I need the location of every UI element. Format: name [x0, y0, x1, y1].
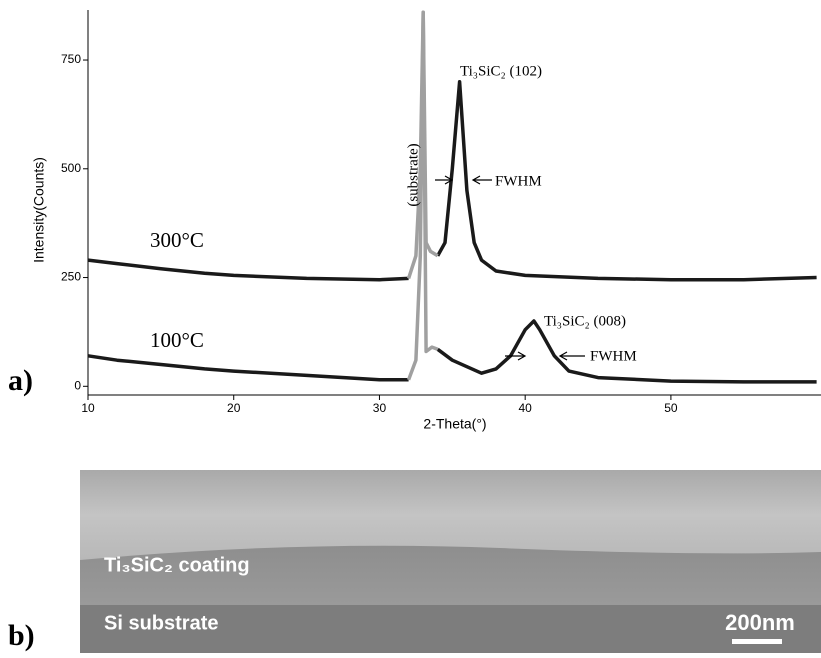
annotation: Ti₃SiC₂ (008) [544, 313, 626, 329]
substrate-layer [80, 605, 821, 653]
x-tick-label: 50 [664, 401, 678, 415]
annotation: Ti₃SiC₂ (102) [460, 63, 542, 79]
series-label: 300°C [150, 228, 204, 252]
sem-image: Ti₃SiC₂ coating Si substrate 200nm [80, 470, 821, 653]
x-tick-label: 20 [227, 401, 241, 415]
x-tick-label: 40 [518, 401, 532, 415]
annotation: FWHM [495, 173, 542, 189]
sem-surface [80, 470, 821, 560]
layer-label: Si substrate [104, 612, 218, 634]
layer-label: Ti₃SiC₂ coating [104, 554, 250, 576]
panel-label: a) [8, 364, 33, 397]
coating-layer [80, 545, 821, 605]
y-tick-label: 750 [61, 52, 81, 66]
xrd-trace [87, 319, 817, 384]
y-tick-label: 500 [61, 161, 81, 175]
xrd-trace [87, 80, 817, 282]
fwhm-arrow [558, 351, 585, 361]
y-tick-label: 0 [74, 378, 81, 392]
panel-label: b) [8, 619, 35, 652]
series-label: 100°C [150, 328, 204, 352]
annotation: FWHM [590, 348, 637, 364]
x-tick-label: 10 [81, 401, 95, 415]
xrd-trace [406, 10, 439, 381]
y-axis-label: Intensity(Counts) [31, 157, 47, 263]
x-axis-label: 2-Theta(°) [423, 416, 486, 432]
scale-bar-label: 200nm [725, 610, 795, 635]
x-tick-label: 30 [373, 401, 387, 415]
scale-bar [732, 639, 782, 644]
y-tick-label: 250 [61, 270, 81, 284]
annotation: (substrate) [405, 143, 421, 206]
fwhm-arrow [435, 175, 454, 185]
fwhm-arrow [471, 175, 492, 185]
fwhm-arrow [505, 351, 527, 361]
